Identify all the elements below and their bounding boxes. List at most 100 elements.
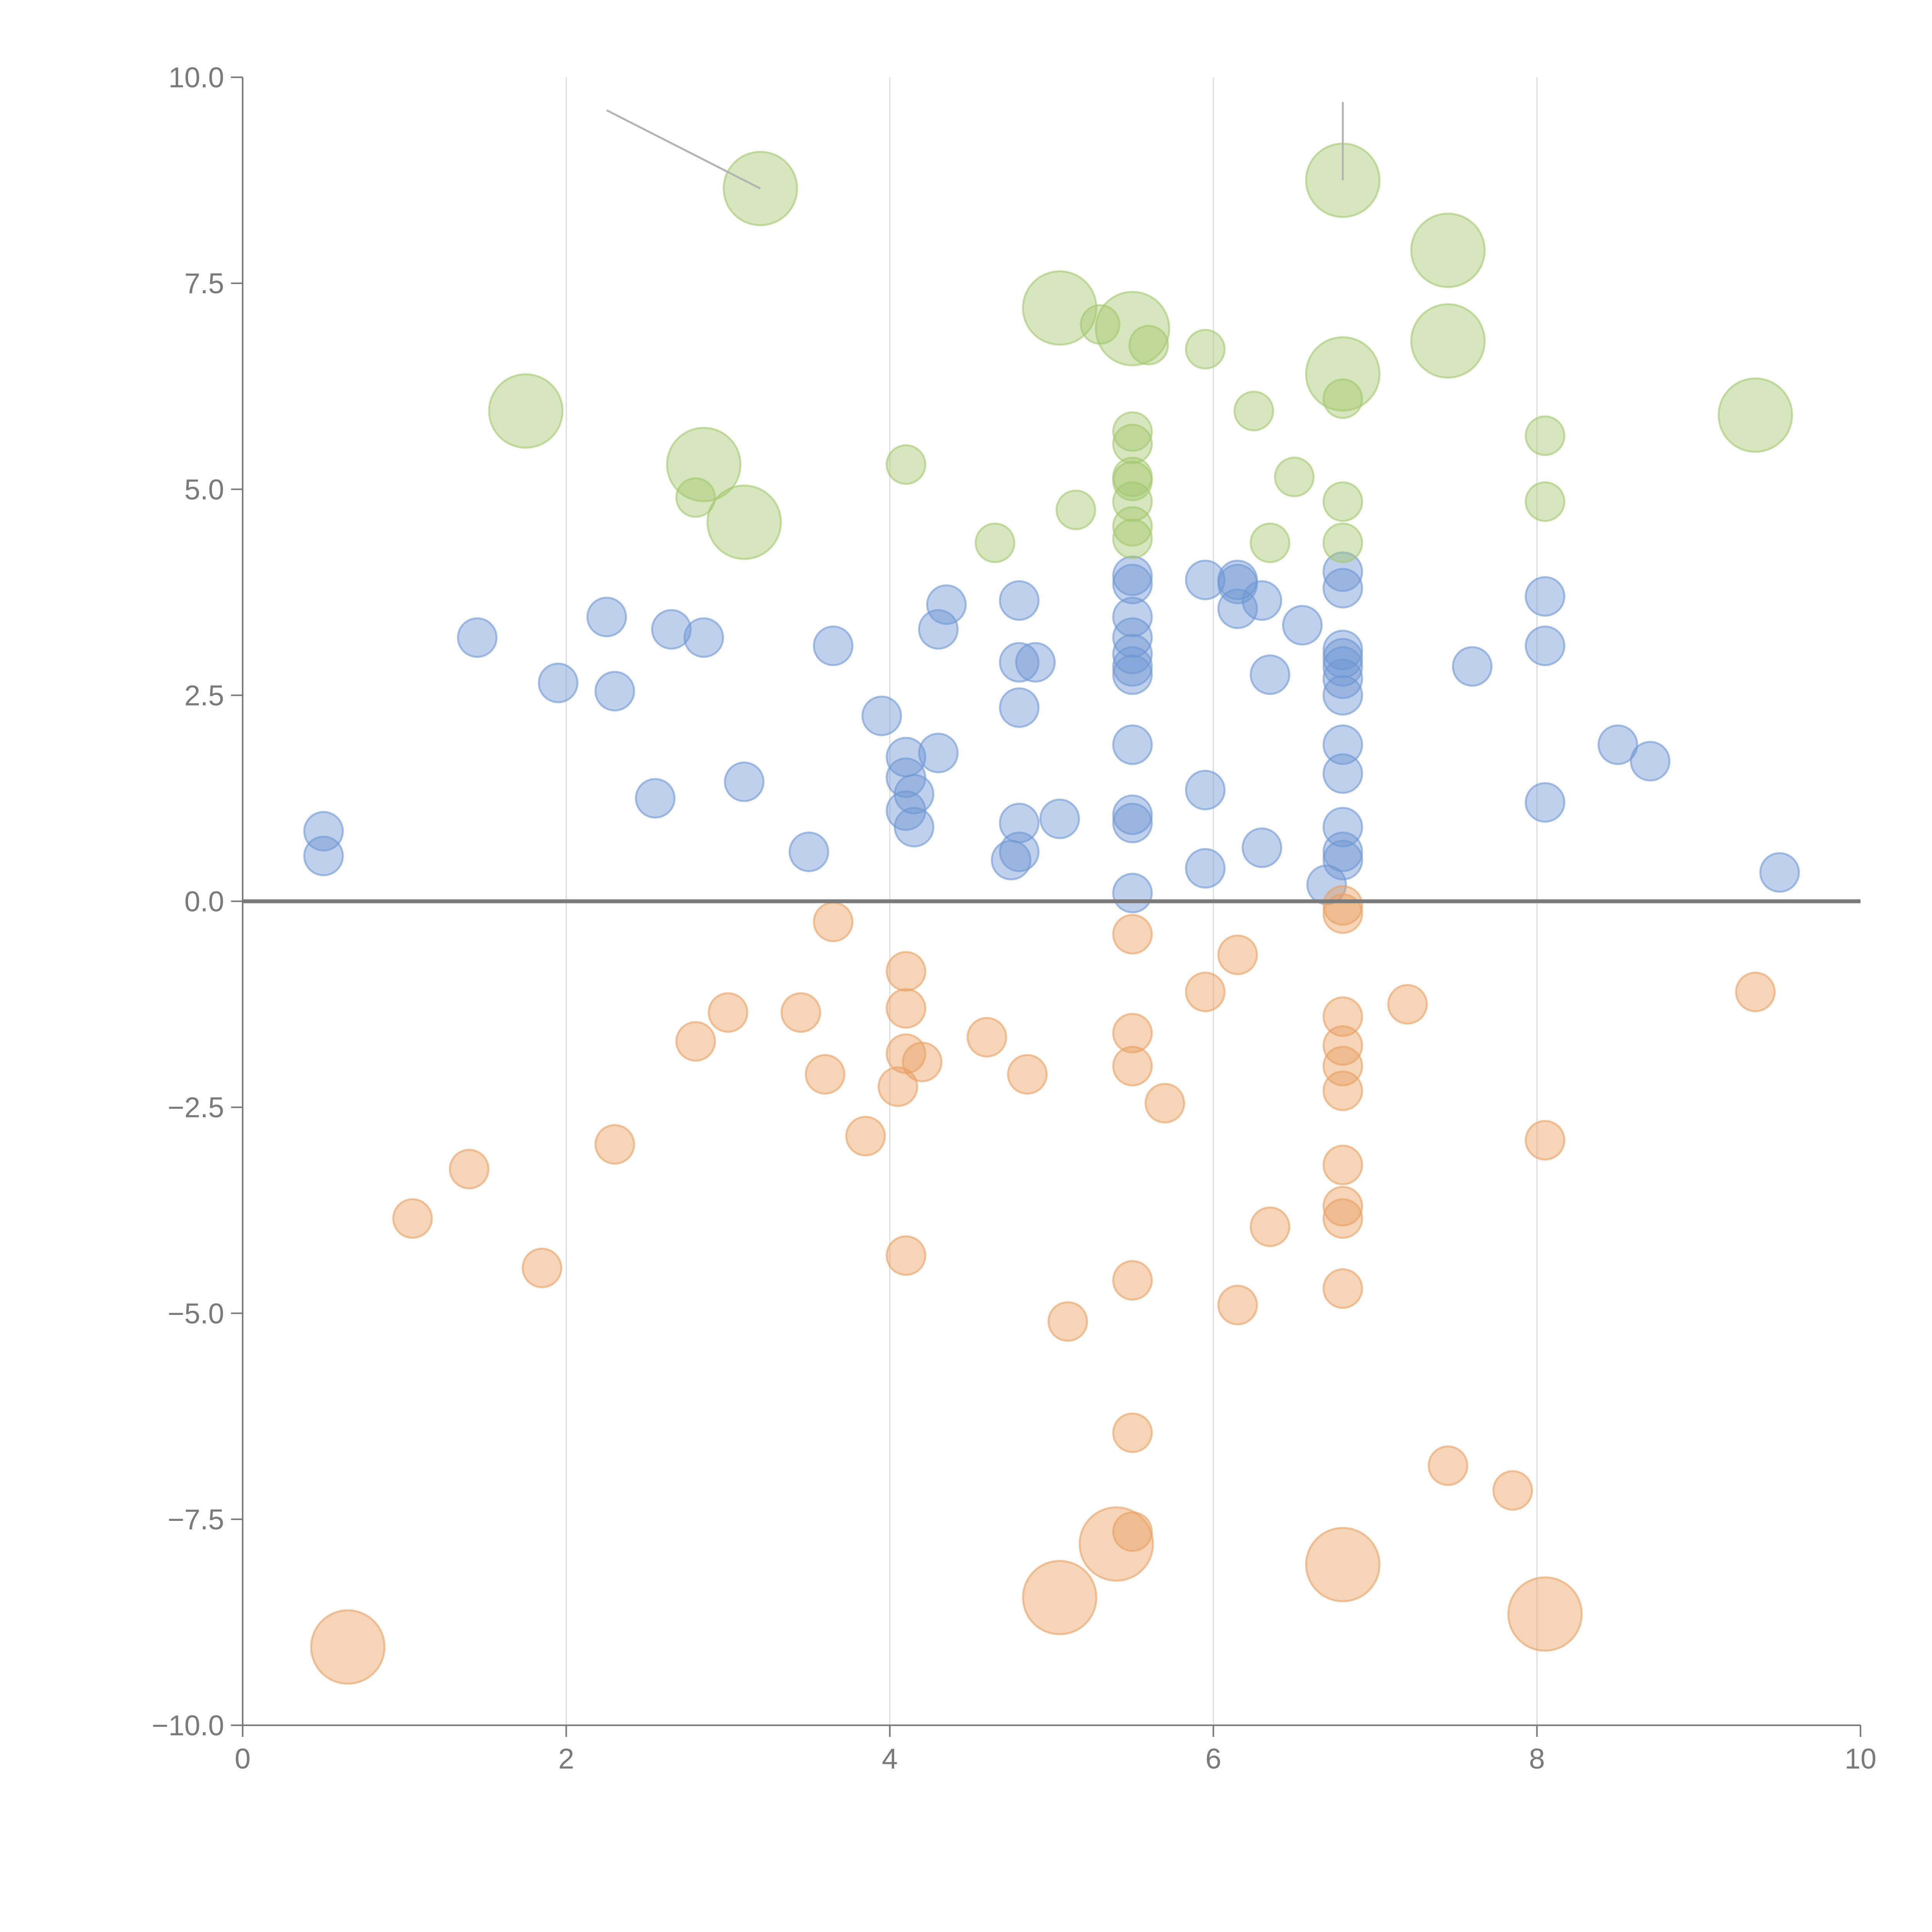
data-point <box>1305 1527 1381 1602</box>
data-point <box>1525 415 1566 456</box>
data-point <box>1322 658 1363 699</box>
data-point <box>1322 1145 1363 1185</box>
data-point <box>1242 580 1282 621</box>
data-point <box>1112 646 1153 687</box>
data-point <box>1322 378 1363 419</box>
data-point <box>918 609 959 650</box>
data-point <box>781 992 821 1033</box>
data-point <box>1282 605 1323 646</box>
x-tick-label: 4 <box>882 1743 898 1775</box>
data-point <box>1735 971 1776 1012</box>
data-point <box>706 485 782 560</box>
data-point <box>1322 1046 1363 1087</box>
data-point <box>1322 638 1363 679</box>
data-point <box>1250 522 1291 563</box>
data-point <box>1322 885 1363 926</box>
data-point <box>1597 724 1638 765</box>
data-point <box>886 951 927 992</box>
data-point <box>1217 588 1258 629</box>
data-point <box>1185 329 1226 370</box>
data-point <box>926 584 967 625</box>
data-point <box>1112 411 1153 452</box>
data-point <box>845 1116 886 1156</box>
data-point <box>1112 914 1153 955</box>
data-point <box>303 811 344 852</box>
data-point <box>1055 490 1096 531</box>
annotation-leader-line <box>606 109 761 190</box>
data-point <box>1322 893 1363 934</box>
data-point <box>1217 934 1258 975</box>
data-point <box>522 1247 563 1288</box>
y-tick-label: −10.0 <box>152 1709 224 1742</box>
data-point <box>1185 848 1226 889</box>
data-point <box>1525 782 1566 823</box>
data-point <box>1112 597 1153 638</box>
data-point <box>1322 1198 1363 1239</box>
y-tick-label: 10.0 <box>168 61 224 94</box>
x-tick-label: 2 <box>558 1743 574 1775</box>
data-point <box>1322 1186 1363 1227</box>
data-point <box>902 1041 943 1082</box>
data-point <box>1112 461 1153 502</box>
data-point <box>1112 481 1153 522</box>
data-point <box>1410 303 1486 379</box>
data-point <box>1022 1560 1097 1635</box>
data-points <box>303 143 1800 1685</box>
data-point <box>1112 1046 1153 1087</box>
data-point <box>991 840 1032 881</box>
data-point <box>1322 807 1363 848</box>
data-point <box>1322 996 1363 1037</box>
data-point <box>1112 506 1153 547</box>
x-tick-label: 0 <box>235 1743 250 1775</box>
data-point <box>457 617 498 658</box>
data-point <box>918 733 959 774</box>
data-point <box>886 988 927 1029</box>
data-point <box>886 444 927 485</box>
data-point <box>1718 377 1793 453</box>
data-point <box>683 617 724 658</box>
data-point <box>1525 625 1566 666</box>
data-point <box>1387 984 1428 1025</box>
data-point <box>1759 852 1800 893</box>
data-point <box>1145 1083 1185 1124</box>
data-point <box>724 761 765 802</box>
data-point <box>594 1124 635 1165</box>
data-point <box>886 1235 927 1276</box>
data-point <box>1112 563 1153 604</box>
data-point <box>1112 555 1153 596</box>
data-point <box>1112 617 1153 658</box>
data-point <box>1322 629 1363 670</box>
data-point <box>1274 456 1315 497</box>
data-point <box>666 427 742 502</box>
data-point <box>707 992 748 1033</box>
data-point <box>975 522 1015 563</box>
data-point <box>1217 563 1258 604</box>
data-point <box>675 1021 716 1062</box>
y-tick-label: −5.0 <box>168 1298 224 1330</box>
data-point <box>1112 794 1153 835</box>
data-point <box>1427 1445 1468 1486</box>
data-point <box>449 1149 490 1190</box>
data-point <box>1322 1268 1363 1309</box>
y-tick-label: −7.5 <box>168 1503 224 1536</box>
data-point <box>1112 1412 1153 1453</box>
y-tick-label: −2.5 <box>168 1092 224 1124</box>
data-point <box>1322 1070 1363 1111</box>
data-point <box>1112 1013 1153 1054</box>
data-point <box>1112 423 1153 464</box>
data-point <box>1007 1054 1048 1095</box>
data-point <box>1322 753 1363 794</box>
data-point <box>1217 1284 1258 1325</box>
data-point <box>1022 270 1097 346</box>
data-point <box>1630 741 1671 782</box>
data-point <box>1322 646 1363 687</box>
data-point <box>1112 654 1153 695</box>
data-point <box>1233 391 1274 432</box>
data-point <box>999 832 1040 872</box>
data-point <box>1112 634 1153 675</box>
data-point <box>1322 551 1363 592</box>
data-point <box>594 671 635 712</box>
data-point <box>1322 1025 1363 1066</box>
data-point <box>1112 518 1153 559</box>
axes: −10.0 −7.5 −5.0 −2.5 0.0 2.5 5.0 7.5 10.0 0 2 4 6 8 10 <box>152 61 1876 1775</box>
